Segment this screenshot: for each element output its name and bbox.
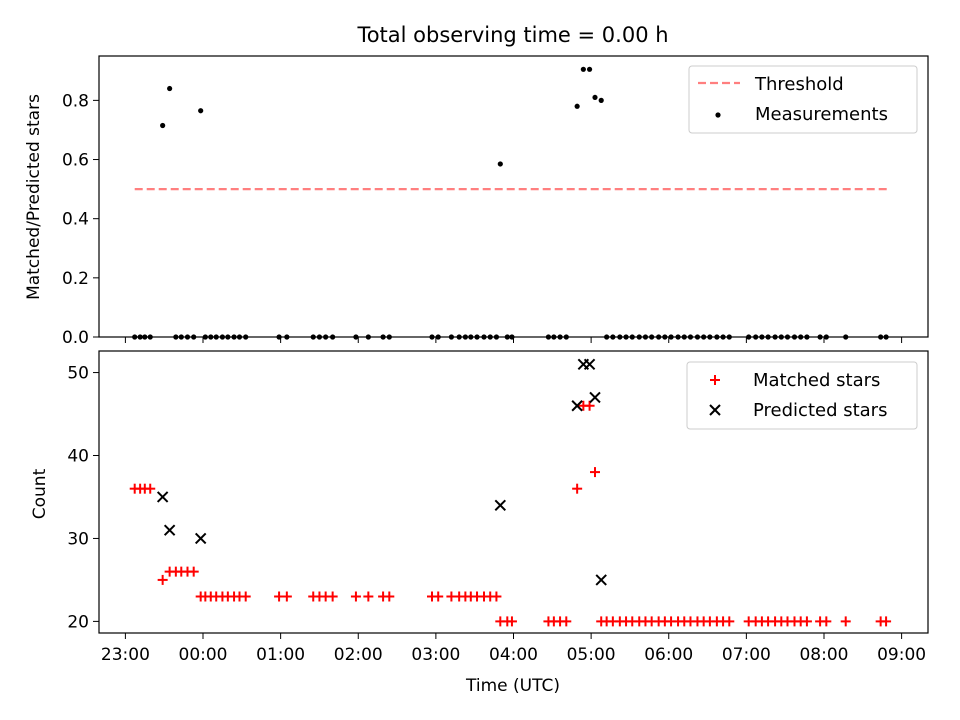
matched-star-point <box>572 483 583 494</box>
top-chart-title: Total observing time = 0.00 h <box>356 23 668 47</box>
predicted-star-point <box>589 391 601 404</box>
bottom-legend: Matched stars Predicted stars <box>686 361 918 430</box>
top-legend-box <box>688 65 918 134</box>
bottom-chart-x-axis-label: Time (UTC) <box>465 676 560 696</box>
matched-star-point <box>881 616 892 627</box>
top-legend: Threshold Measurements <box>688 65 918 134</box>
top-y-tick-label: 0.8 <box>62 91 89 111</box>
matched-star-point <box>384 591 395 602</box>
bottom-x-tick-label: 01:00 <box>256 645 305 665</box>
matched-star-point <box>327 591 338 602</box>
measurement-point <box>598 97 604 103</box>
predicted-star-point <box>571 400 583 412</box>
bottom-y-tick-label: 20 <box>67 612 89 632</box>
predicted-star-point <box>583 358 596 370</box>
matched-star-point <box>491 591 502 602</box>
matched-star-point <box>281 591 292 602</box>
measurement-point <box>160 122 166 129</box>
measurement-point <box>580 66 586 72</box>
top-plot-area: 0.0 0.2 0.4 0.6 0.8 <box>62 55 929 348</box>
bottom-x-tick-label: 08:00 <box>799 645 848 665</box>
bottom-x-tick-label: 04:00 <box>489 645 538 665</box>
top-y-tick-label: 0.4 <box>62 210 89 230</box>
bottom-x-tick-label: 02:00 <box>334 645 383 665</box>
top-y-tick-label: 0.0 <box>62 328 89 348</box>
bottom-x-tick-label: 03:00 <box>411 645 460 665</box>
legend-predicted-swatch <box>709 404 721 416</box>
measurement-point <box>586 66 593 72</box>
bottom-chart-y-axis-label: Count <box>30 468 50 519</box>
top-y-tick-label: 0.2 <box>62 269 89 289</box>
matched-star-point <box>840 616 851 627</box>
bottom-y-tick-label: 40 <box>67 447 89 467</box>
predicted-star-point <box>156 491 169 503</box>
bottom-x-tick-label: 23:00 <box>101 645 150 665</box>
bottom-x-tick-label: 09:00 <box>877 645 926 665</box>
legend-matched-label: Matched stars <box>753 370 880 391</box>
matched-star-point <box>363 591 374 602</box>
matched-star-point <box>561 616 572 627</box>
top-y-tick-label: 0.6 <box>62 151 89 171</box>
matched-star-point <box>188 566 199 577</box>
matched-star-point <box>240 591 251 602</box>
bottom-x-tick-label: 05:00 <box>567 645 616 665</box>
bottom-y-tick-label: 50 <box>67 364 89 384</box>
predicted-star-point <box>494 499 507 511</box>
predicted-star-point <box>595 574 607 586</box>
predicted-star-point <box>194 532 207 545</box>
legend-threshold-label: Threshold <box>754 74 844 95</box>
legend-measurements-label: Measurements <box>755 104 888 125</box>
bottom-x-tick-label: 07:00 <box>722 645 771 665</box>
measurement-point <box>198 108 204 114</box>
measurement-point <box>574 103 580 109</box>
matched-star-point <box>145 483 156 494</box>
bottom-plot-area: 20 30 40 50 23:00 00:00 01:00 02:00 03:00 04:00 05… <box>67 350 929 665</box>
bottom-legend-box <box>686 361 918 430</box>
matched-star-point <box>506 616 517 627</box>
matched-star-point <box>584 400 595 411</box>
bottom-x-tick-label: 06:00 <box>644 645 693 665</box>
bottom-x-tick-label: 00:00 <box>179 645 228 665</box>
legend-matched-swatch <box>710 375 720 385</box>
matched-star-point <box>157 574 168 585</box>
matched-star-point <box>350 591 361 602</box>
matched-star-point <box>590 467 601 478</box>
measurement-point <box>167 85 173 92</box>
top-chart-y-axis-label: Matched/Predicted stars <box>24 94 44 300</box>
bottom-y-tick-label: 30 <box>67 529 89 549</box>
matched-star-point <box>801 616 812 627</box>
predicted-star-point <box>163 524 176 536</box>
matched-star-point <box>821 616 832 627</box>
matched-star-point <box>724 616 735 627</box>
measurement-point <box>497 161 503 167</box>
legend-measurements-swatch <box>715 112 721 118</box>
legend-predicted-label: Predicted stars <box>753 400 887 421</box>
matched-star-point <box>433 591 444 602</box>
measurement-point <box>592 94 598 101</box>
